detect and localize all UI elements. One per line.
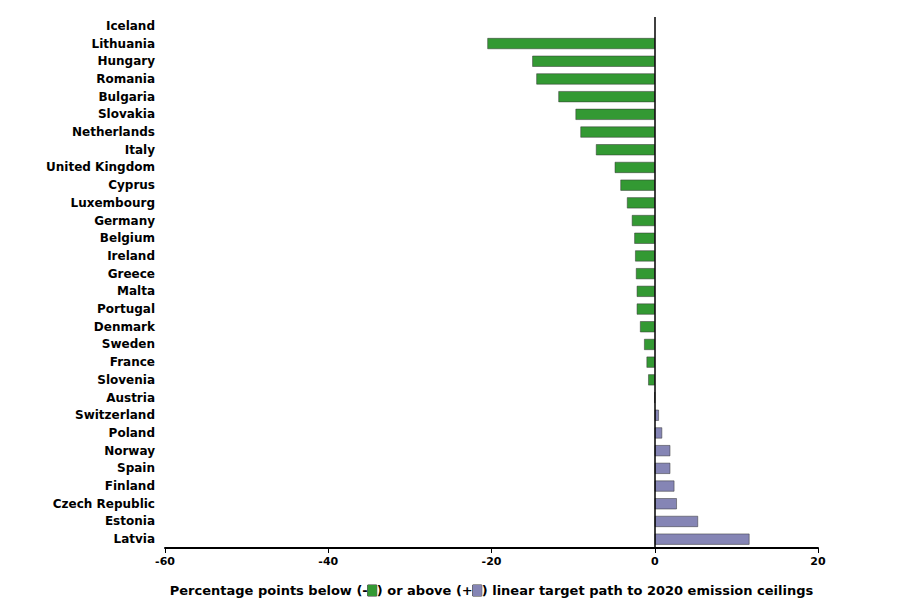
svg-text:Luxembourg: Luxembourg (71, 196, 155, 210)
svg-text:France: France (110, 355, 155, 369)
svg-text:Czech Republic: Czech Republic (53, 497, 155, 511)
svg-text:Denmark: Denmark (94, 320, 156, 334)
svg-text:Estonia: Estonia (105, 514, 155, 528)
svg-text:-20: -20 (482, 555, 502, 568)
svg-text:Belgium: Belgium (100, 231, 155, 245)
svg-text:United Kingdom: United Kingdom (46, 160, 155, 174)
svg-text:Finland: Finland (105, 479, 155, 493)
svg-text:) or above: ) or above (377, 583, 456, 598)
svg-text:Lithuania: Lithuania (92, 37, 155, 51)
svg-text:(-: (- (356, 583, 367, 598)
svg-text:0: 0 (651, 555, 659, 568)
svg-text:Percentage points below: Percentage points below (170, 583, 357, 598)
svg-text:-60: -60 (155, 555, 175, 568)
svg-text:Latvia: Latvia (113, 532, 155, 546)
svg-text:Ireland: Ireland (107, 249, 155, 263)
svg-text:Hungary: Hungary (97, 54, 155, 68)
svg-text:(+: (+ (456, 583, 473, 598)
svg-text:Norway: Norway (104, 444, 155, 458)
svg-text:Sweden: Sweden (102, 337, 155, 351)
svg-text:Slovenia: Slovenia (97, 373, 155, 387)
svg-text:) linear target path to 2020 e: ) linear target path to 2020 emission ce… (482, 583, 814, 598)
svg-text:Cyprus: Cyprus (108, 178, 155, 192)
svg-text:Italy: Italy (125, 143, 155, 157)
svg-text:Iceland: Iceland (106, 19, 155, 33)
svg-text:20: 20 (810, 555, 826, 568)
svg-text:-40: -40 (318, 555, 338, 568)
svg-text:Austria: Austria (106, 391, 155, 405)
svg-text:Bulgaria: Bulgaria (98, 90, 155, 104)
svg-text:Portugal: Portugal (97, 302, 155, 316)
svg-text:Romania: Romania (96, 72, 155, 86)
svg-text:Germany: Germany (94, 214, 155, 228)
svg-text:Netherlands: Netherlands (72, 125, 155, 139)
svg-text:Malta: Malta (117, 284, 155, 298)
svg-text:Switzerland: Switzerland (75, 408, 155, 422)
svg-text:Slovakia: Slovakia (98, 107, 155, 121)
svg-text:Greece: Greece (108, 267, 155, 281)
svg-text:Poland: Poland (109, 426, 155, 440)
svg-text:Spain: Spain (117, 461, 155, 475)
